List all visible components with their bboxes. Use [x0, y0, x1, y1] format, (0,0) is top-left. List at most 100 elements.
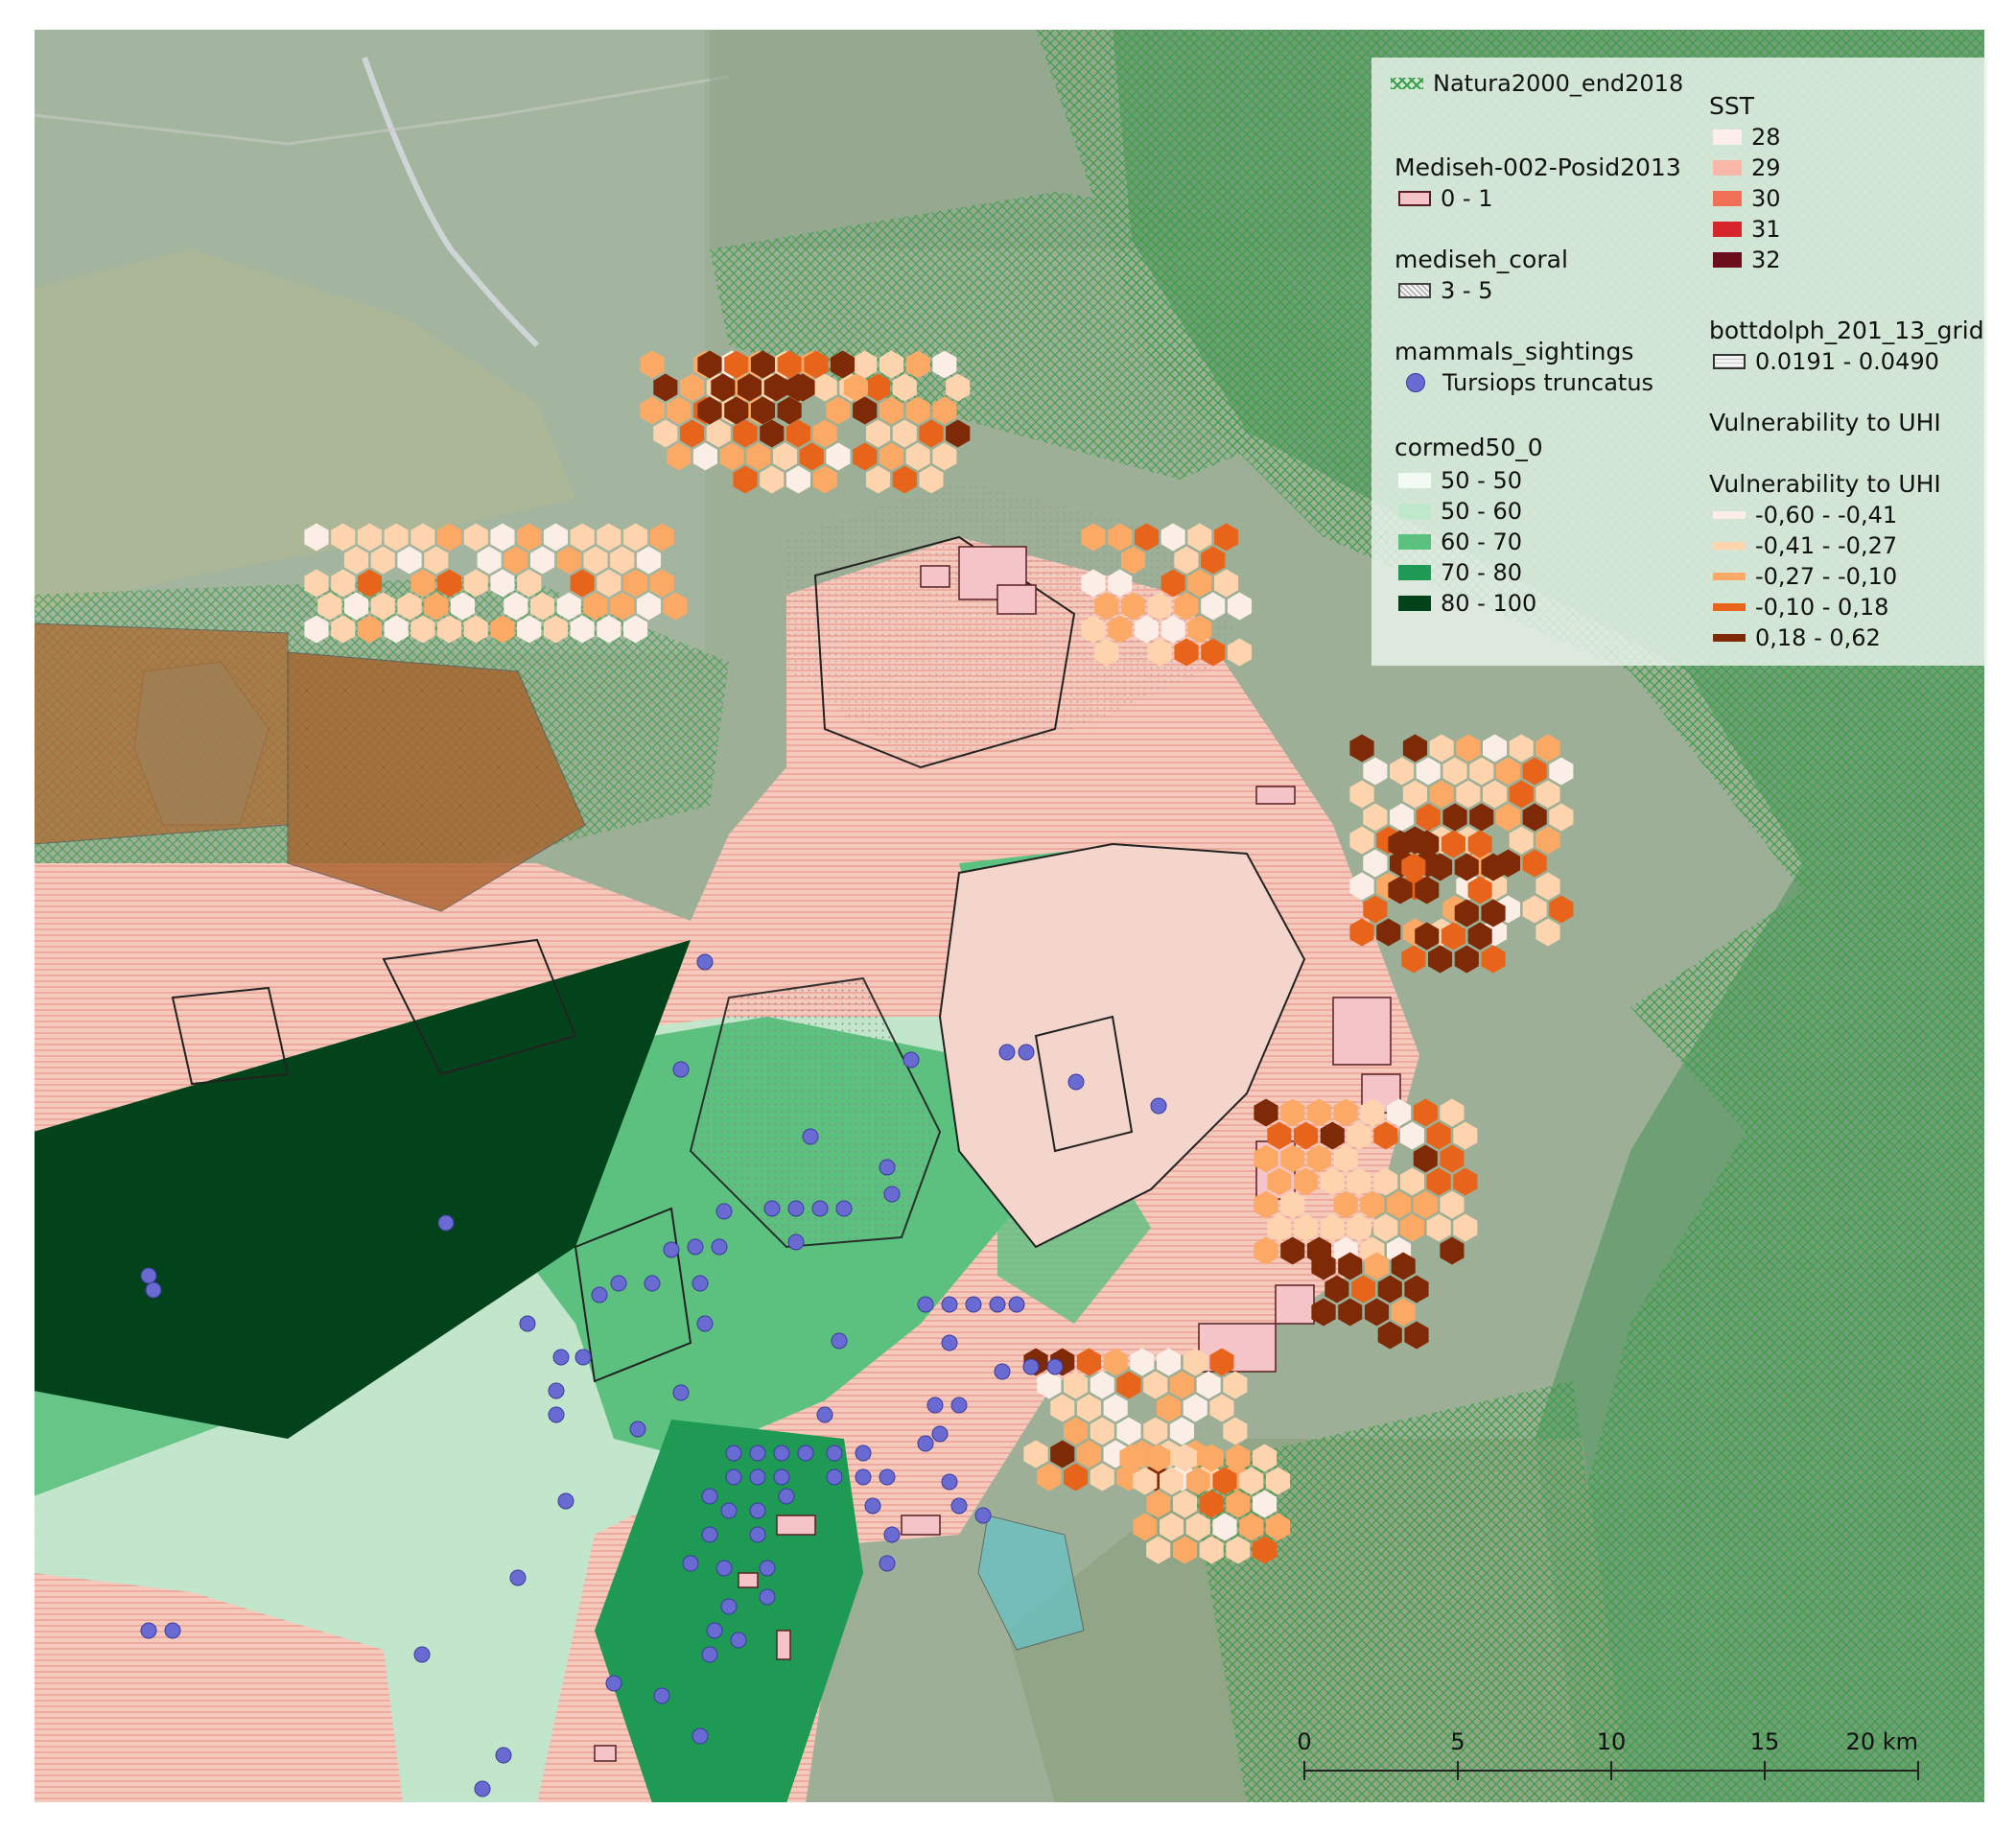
coral-patches — [33, 622, 1085, 1651]
uhi-hexagon — [738, 373, 762, 402]
uhi-hexagon — [1134, 523, 1159, 552]
uhi-hexagon — [1187, 615, 1212, 644]
sighting-point — [140, 1267, 157, 1284]
uhi-hexagon — [1209, 1348, 1234, 1376]
uhi-hexagon — [649, 569, 674, 598]
uhi-hexagon — [866, 465, 891, 494]
sst-swatch-2 — [1713, 191, 1742, 206]
uhi-hexagon — [1130, 1348, 1155, 1376]
uhi-hexagon — [1160, 1467, 1184, 1495]
uhi-group-title: Vulnerability to UHI — [1709, 409, 1941, 436]
uhi-swatch-3 — [1713, 603, 1746, 611]
sighting-point — [591, 1286, 608, 1304]
uhi-hexagon — [583, 546, 608, 575]
uhi-hexagon — [623, 523, 648, 552]
uhi-hexagon — [1401, 945, 1426, 974]
uhi-hexagon — [785, 419, 810, 448]
uhi-class-3: -0,10 - 0,18 — [1713, 593, 1888, 622]
uhi-hexagon — [1267, 1121, 1292, 1150]
legend-posidonia: 0 - 1 — [1398, 184, 1492, 213]
uhi-hexagon — [932, 442, 957, 471]
uhi-hexagon — [437, 569, 462, 598]
uhi-hexagon — [724, 350, 749, 379]
sighting-point — [574, 1349, 592, 1366]
uhi-hexagon — [1522, 757, 1547, 786]
sighting-point — [644, 1275, 661, 1292]
sst-class-2: 30 — [1713, 184, 1781, 213]
uhi-hexagon — [437, 615, 462, 644]
uhi-hexagon — [1064, 1371, 1089, 1399]
uhi-hexagon — [610, 546, 635, 575]
cormed-swatch-4 — [1398, 596, 1431, 611]
sighting-point — [864, 1497, 881, 1515]
sst-swatch-3 — [1713, 222, 1742, 237]
legend-bottdolph: 0.0191 - 0.0490 — [1713, 347, 1939, 376]
uhi-hexagon — [1254, 1098, 1278, 1127]
uhi-hexagon — [1108, 615, 1133, 644]
uhi-hexagon — [1349, 918, 1374, 947]
uhi-hexagon — [1064, 1417, 1089, 1445]
uhi-hexagon — [1360, 1190, 1385, 1219]
uhi-hexagon — [623, 615, 648, 644]
uhi-hexagon — [410, 569, 435, 598]
uhi-hexagon — [504, 546, 528, 575]
uhi-hexagon — [1201, 546, 1226, 575]
sst-swatch-4 — [1713, 252, 1742, 268]
uhi-hexagon — [919, 419, 944, 448]
uhi-hexagon — [1481, 853, 1506, 881]
uhi-hexagon — [653, 373, 678, 402]
sighting-point — [989, 1296, 1006, 1313]
uhi-hexagon — [1280, 1144, 1305, 1173]
sighting-point — [994, 1363, 1011, 1380]
sst-title: SST — [1709, 92, 1755, 120]
uhi-hexagon — [1535, 872, 1560, 901]
map-legend: Natura2000_end2018 Mediseh-002-Posid2013… — [1371, 58, 1987, 666]
uhi-label-4: 0,18 - 0,62 — [1755, 624, 1881, 651]
uhi-hexagon — [1426, 1167, 1451, 1196]
uhi-hexagon — [1280, 1190, 1305, 1219]
uhi-hexagon — [1440, 1236, 1465, 1265]
uhi-hexagon — [777, 350, 802, 379]
uhi-hexagon — [733, 419, 758, 448]
uhi-hexagon — [831, 350, 856, 379]
cormed-label-4: 80 - 100 — [1441, 590, 1537, 617]
uhi-swatch-4 — [1713, 634, 1746, 642]
uhi-hexagon — [1223, 1371, 1248, 1399]
sighting-point — [495, 1747, 512, 1764]
uhi-hexagon — [517, 615, 542, 644]
sighting-point — [797, 1444, 814, 1462]
cormed-class-3: 70 - 80 — [1398, 558, 1522, 587]
uhi-hexagon — [1108, 569, 1133, 598]
uhi-hexagon — [1415, 876, 1440, 904]
uhi-hexagon — [1454, 945, 1479, 974]
sighting-point — [883, 1526, 901, 1543]
cormed-swatch-3 — [1398, 565, 1431, 580]
sighting-point — [548, 1406, 565, 1423]
uhi-hexagon — [750, 396, 775, 425]
cormed-label-1: 50 - 60 — [1441, 498, 1522, 525]
uhi-hexagon — [1349, 872, 1374, 901]
uhi-hexagon — [1160, 615, 1185, 644]
uhi-hexagon — [1413, 1098, 1438, 1127]
uhi-hexagon — [1081, 523, 1106, 552]
uhi-hexagon — [623, 569, 648, 598]
uhi-hexagon — [1364, 1252, 1389, 1280]
uhi-hexagon — [905, 396, 930, 425]
uhi-hexagon — [1064, 1463, 1089, 1491]
uhi-hexagon — [477, 546, 502, 575]
sighting-point — [140, 1622, 157, 1639]
uhi-hexagon — [1254, 1236, 1278, 1265]
uhi-hexagon — [1160, 1513, 1184, 1541]
sighting-point — [998, 1044, 1016, 1061]
uhi-hexagon — [1349, 780, 1374, 809]
uhi-hexagon — [1226, 1444, 1251, 1472]
uhi-hexagon — [1172, 1536, 1197, 1564]
uhi-hexagon — [331, 523, 356, 552]
uhi-hexagon — [1209, 1394, 1234, 1422]
uhi-hexagon — [843, 373, 868, 402]
sighting-point — [749, 1444, 766, 1462]
uhi-hexagon — [437, 523, 462, 552]
uhi-hexagon — [1146, 1444, 1171, 1472]
uhi-hexagon — [653, 419, 678, 448]
bottdolph-grid-polygons — [171, 535, 1306, 1383]
